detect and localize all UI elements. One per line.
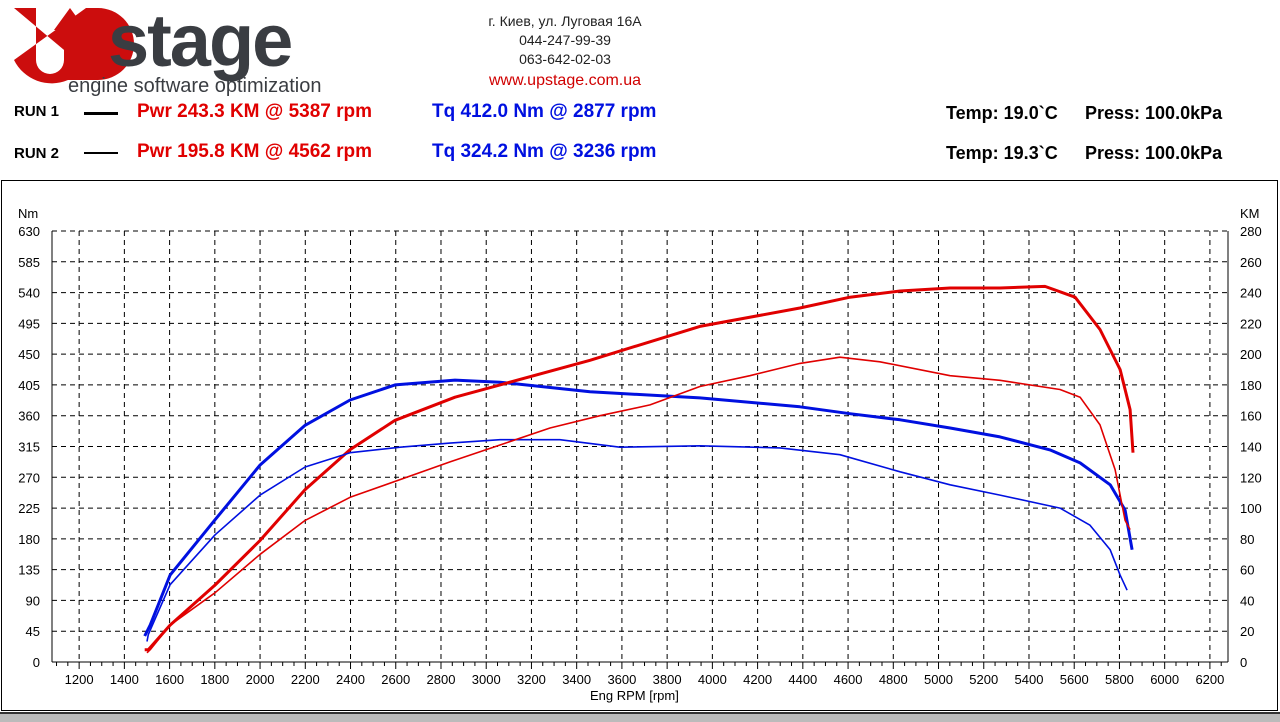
svg-text:engine software optimization: engine software optimization xyxy=(68,75,321,96)
y2-tick-label: 220 xyxy=(1240,316,1262,331)
y2-tick-label: 100 xyxy=(1240,501,1262,516)
x-tick-label: 3000 xyxy=(472,672,501,687)
y2-tick-label: 20 xyxy=(1240,624,1254,639)
run1-torque: Tq 412.0 Nm @ 2877 rpm xyxy=(432,101,657,122)
y2-tick-label: 0 xyxy=(1240,655,1247,670)
run1-power: Pwr 243.3 KM @ 5387 rpm xyxy=(137,101,373,122)
run1-line-swatch xyxy=(84,112,118,115)
y-tick-label: 450 xyxy=(18,347,40,362)
upstage-logo: stage engine software optimization xyxy=(14,4,321,96)
run2-label: RUN 2 xyxy=(14,145,60,162)
y-tick-label: 360 xyxy=(18,409,40,424)
run2-torque-curve xyxy=(146,438,1128,642)
phone-2: 063-642-02-03 xyxy=(519,51,611,67)
y-tick-label: 630 xyxy=(18,224,40,239)
run1-torque-curve xyxy=(143,378,1134,637)
run2-temp: Temp: 19.3`C xyxy=(946,143,1058,163)
run1-press: Press: 100.0kPa xyxy=(1085,103,1223,123)
y-tick-label: 315 xyxy=(18,440,40,455)
y-tick-label: 225 xyxy=(18,501,40,516)
run1-power-curve xyxy=(144,284,1135,652)
x-tick-label: 6200 xyxy=(1195,672,1224,687)
y2-tick-label: 160 xyxy=(1240,409,1262,424)
svg-text:stage: stage xyxy=(108,4,291,82)
y2-tick-label: 240 xyxy=(1240,286,1262,301)
x-tick-label: 2800 xyxy=(427,672,456,687)
y2-tick-label: 280 xyxy=(1240,224,1262,239)
y2-tick-label: 40 xyxy=(1240,593,1254,608)
x-tick-label: 5800 xyxy=(1105,672,1134,687)
x-tick-label: 3200 xyxy=(517,672,546,687)
y-tick-label: 405 xyxy=(18,378,40,393)
x-axis-label: Eng RPM [rpm] xyxy=(590,688,679,703)
x-tick-label: 4800 xyxy=(879,672,908,687)
chart-frame xyxy=(1,180,1278,711)
y-tick-label: 180 xyxy=(18,532,40,547)
y-axis-label: Nm xyxy=(18,206,38,221)
y-tick-label: 45 xyxy=(26,624,40,639)
run2-line-swatch xyxy=(84,152,118,154)
y-tick-label: 90 xyxy=(26,593,40,608)
y2-tick-label: 200 xyxy=(1240,347,1262,362)
y2-axis-label: KM xyxy=(1240,206,1260,221)
run2-press: Press: 100.0kPa xyxy=(1085,143,1223,163)
y-tick-label: 270 xyxy=(18,470,40,485)
address: г. Киев, ул. Луговая 16А xyxy=(488,13,642,29)
y-tick-label: 540 xyxy=(18,286,40,301)
x-tick-label: 1400 xyxy=(110,672,139,687)
x-tick-label: 1600 xyxy=(155,672,184,687)
x-tick-label: 5200 xyxy=(969,672,998,687)
y2-tick-label: 180 xyxy=(1240,378,1262,393)
x-tick-label: 1800 xyxy=(200,672,229,687)
y2-tick-label: 120 xyxy=(1240,470,1262,485)
x-tick-label: 2000 xyxy=(246,672,275,687)
x-tick-label: 3600 xyxy=(607,672,636,687)
y2-tick-label: 260 xyxy=(1240,255,1262,270)
y-tick-label: 585 xyxy=(18,255,40,270)
y-tick-label: 0 xyxy=(33,655,40,670)
run2-power-curve xyxy=(146,356,1131,654)
x-tick-label: 2400 xyxy=(336,672,365,687)
phone-1: 044-247-99-39 xyxy=(519,32,611,48)
y-tick-label: 135 xyxy=(18,563,40,578)
website-link[interactable]: www.upstage.com.ua xyxy=(488,72,642,89)
x-tick-label: 3400 xyxy=(562,672,591,687)
x-tick-label: 1200 xyxy=(65,672,94,687)
x-tick-label: 4400 xyxy=(788,672,817,687)
run1-label: RUN 1 xyxy=(14,103,60,120)
x-tick-label: 2200 xyxy=(291,672,320,687)
y2-tick-label: 140 xyxy=(1240,440,1262,455)
x-tick-label: 5000 xyxy=(924,672,953,687)
x-tick-label: 4200 xyxy=(743,672,772,687)
x-tick-label: 6000 xyxy=(1150,672,1179,687)
run2-power: Pwr 195.8 KM @ 4562 rpm xyxy=(137,141,373,162)
run1-temp: Temp: 19.0`C xyxy=(946,103,1058,123)
y2-tick-label: 80 xyxy=(1240,532,1254,547)
x-tick-label: 2600 xyxy=(381,672,410,687)
x-tick-label: 3800 xyxy=(653,672,682,687)
x-tick-label: 4000 xyxy=(698,672,727,687)
x-tick-label: 4600 xyxy=(834,672,863,687)
y2-tick-label: 60 xyxy=(1240,563,1254,578)
bottom-bar xyxy=(0,712,1280,722)
x-tick-label: 5400 xyxy=(1015,672,1044,687)
run2-torque: Tq 324.2 Nm @ 3236 rpm xyxy=(432,141,657,162)
y-tick-label: 495 xyxy=(18,316,40,331)
x-tick-label: 5600 xyxy=(1060,672,1089,687)
